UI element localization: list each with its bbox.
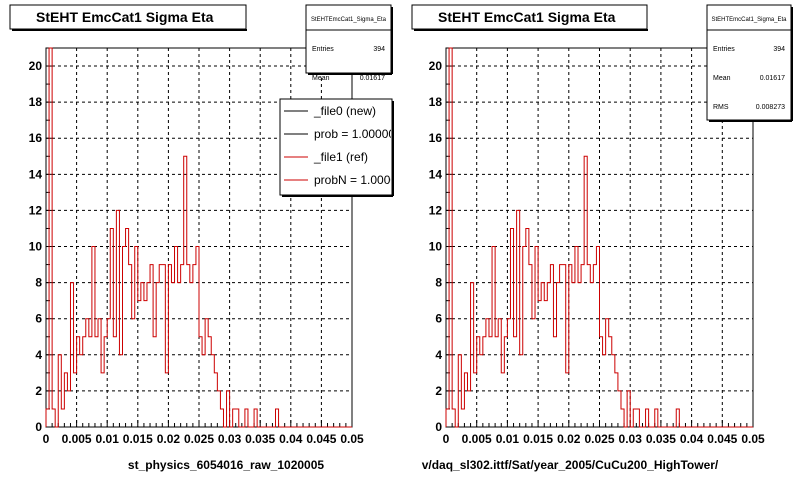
x-tick-label: 0.04 <box>680 432 704 446</box>
x-tick-label: 0.03 <box>619 432 643 446</box>
legend-label: _file0 (new) <box>313 104 376 118</box>
stats-name: StEHTEmcCat1_Sigma_Eta <box>711 17 787 23</box>
y-tick-label: 20 <box>29 59 43 73</box>
title-box <box>411 4 648 30</box>
x-tick-label: 0.01 <box>496 432 520 446</box>
legend-box <box>279 98 393 196</box>
stats-value: 0.01617 <box>760 75 785 82</box>
y-tick-label: 8 <box>435 276 442 290</box>
y-tick-label: 8 <box>35 276 42 290</box>
x-tick-label: 0.035 <box>646 432 676 446</box>
y-tick-label: 14 <box>29 167 43 181</box>
chart-title: StEHT EmcCat1 Sigma Eta <box>36 9 214 25</box>
stats-value: 0.01617 <box>360 75 385 82</box>
stats-label: Entries <box>312 46 334 53</box>
x-tick-label: 0.015 <box>523 432 553 446</box>
x-tick-label: 0.01 <box>96 432 120 446</box>
stats-label: Mean <box>713 75 731 82</box>
y-tick-label: 4 <box>35 348 42 362</box>
y-tick-label: 10 <box>29 240 43 254</box>
y-tick-label: 2 <box>435 384 442 398</box>
x-tick-label: 0 <box>443 432 450 446</box>
y-tick-label: 16 <box>29 131 43 145</box>
stats-box <box>706 4 792 121</box>
stats-value: 394 <box>373 46 385 53</box>
stats-value: 0.008273 <box>756 104 785 111</box>
x-tick-label: 0.03 <box>218 432 242 446</box>
y-tick-label: 14 <box>429 167 443 181</box>
y-tick-label: 10 <box>429 240 443 254</box>
x-tick-label: 0.025 <box>584 432 614 446</box>
legend: _file0 (new) prob = 1.000000 _file1 (ref) p… <box>279 98 411 197</box>
x-tick-label: 0.05 <box>741 432 765 446</box>
stats-label: Entries <box>713 46 735 53</box>
footer-file-label: st_physics_6054016_raw_1020005 <box>128 458 324 472</box>
stats-box <box>305 4 392 74</box>
x-tick-label: 0.02 <box>557 432 581 446</box>
x-tick-label: 0.035 <box>245 432 275 446</box>
histogram-line-ref <box>445 47 753 428</box>
y-tick-label: 12 <box>29 203 43 217</box>
histogram-panel-1: 0 0.005 0.01 0.015 0.02 0.025 0.03 0.035 0.04 0.0… <box>9 4 393 446</box>
y-tick-label: 20 <box>429 59 443 73</box>
footer-path-label: v/daq_sl302.ittf/Sat/year_2005/CuCu200_H… <box>422 458 719 472</box>
histogram-line-ref <box>45 47 352 428</box>
y-tick-label: 18 <box>429 95 443 109</box>
histogram-panel-2: 0 0.005 0.01 0.015 0.02 0.025 0.03 0.035 0.04 0.0… <box>411 4 793 446</box>
stats-name: StEHTEmcCat1_Sigma_Eta <box>311 17 387 23</box>
y-tick-label: 4 <box>435 348 442 362</box>
x-tick-label: 0.045 <box>707 432 737 446</box>
stats-label: RMS <box>713 104 729 111</box>
y-tick-label: 6 <box>35 312 42 326</box>
stats-label: Mean <box>312 75 330 82</box>
y-tick-label: 16 <box>429 131 443 145</box>
x-tick-label: 0 <box>43 432 50 446</box>
y-tick-label: 12 <box>429 203 443 217</box>
legend-entries: _file0 (new) prob = 1.000000 _file1 (ref) p… <box>284 104 411 187</box>
y-tick-label: 0 <box>35 420 42 434</box>
x-tick-label: 0.015 <box>123 432 153 446</box>
y-tick-label: 0 <box>435 420 442 434</box>
x-tick-label: 0.005 <box>462 432 492 446</box>
x-tick-label: 0.05 <box>340 432 364 446</box>
chart-title: StEHT EmcCat1 Sigma Eta <box>438 9 616 25</box>
x-tick-label: 0.02 <box>157 432 181 446</box>
legend-label: prob = 1.000000 <box>314 127 402 141</box>
y-tick-label: 2 <box>35 384 42 398</box>
title-box <box>9 4 247 30</box>
x-tick-label: 0.005 <box>62 432 92 446</box>
x-tick-label: 0.045 <box>306 432 336 446</box>
y-tick-label: 6 <box>435 312 442 326</box>
legend-label: _file1 (ref) <box>313 150 368 164</box>
x-tick-label: 0.025 <box>184 432 214 446</box>
stats-value: 394 <box>773 46 785 53</box>
legend-label: probN = 1.000000 <box>314 173 411 187</box>
x-tick-label: 0.04 <box>279 432 303 446</box>
y-tick-label: 18 <box>29 95 43 109</box>
plot-frame <box>445 47 754 428</box>
